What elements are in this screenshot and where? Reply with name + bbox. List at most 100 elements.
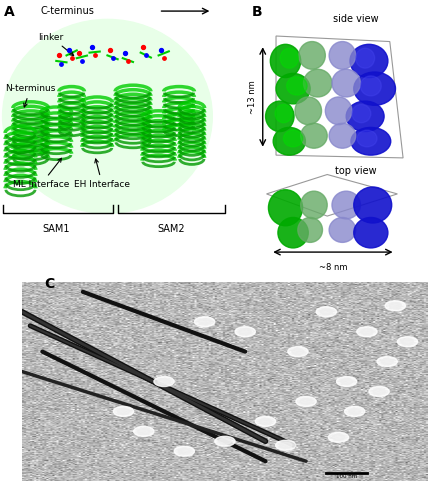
Ellipse shape <box>357 130 377 147</box>
Text: side view: side view <box>333 14 378 24</box>
Ellipse shape <box>355 48 374 68</box>
Ellipse shape <box>303 69 332 97</box>
Circle shape <box>259 418 272 424</box>
Circle shape <box>385 301 405 311</box>
Ellipse shape <box>295 97 321 125</box>
Circle shape <box>154 377 174 386</box>
Circle shape <box>235 327 255 337</box>
Circle shape <box>198 319 211 325</box>
Ellipse shape <box>3 19 212 213</box>
Circle shape <box>340 379 353 384</box>
Point <box>91 52 98 59</box>
Ellipse shape <box>301 123 327 148</box>
Circle shape <box>300 399 312 404</box>
Circle shape <box>219 438 231 444</box>
Circle shape <box>134 426 154 436</box>
Circle shape <box>389 303 401 309</box>
Ellipse shape <box>329 123 355 148</box>
Point <box>68 54 75 62</box>
Circle shape <box>113 406 134 417</box>
Circle shape <box>138 428 150 434</box>
Point <box>89 43 96 51</box>
Ellipse shape <box>265 101 294 132</box>
Ellipse shape <box>287 77 307 95</box>
Circle shape <box>333 434 344 440</box>
Circle shape <box>320 309 333 315</box>
Circle shape <box>288 347 308 357</box>
Point <box>66 46 73 54</box>
Ellipse shape <box>269 190 303 226</box>
Ellipse shape <box>278 217 308 248</box>
Text: SAM1: SAM1 <box>42 225 70 234</box>
Point <box>109 54 116 62</box>
Circle shape <box>344 406 365 417</box>
Ellipse shape <box>332 191 360 219</box>
Point <box>157 46 164 54</box>
Circle shape <box>255 417 276 426</box>
Point <box>142 52 149 59</box>
Circle shape <box>239 329 251 335</box>
Circle shape <box>174 446 194 456</box>
Ellipse shape <box>354 72 396 105</box>
Text: ~13 nm: ~13 nm <box>248 80 257 114</box>
Text: ML Interface: ML Interface <box>13 158 69 189</box>
Circle shape <box>357 327 377 337</box>
Circle shape <box>215 436 235 446</box>
Ellipse shape <box>354 217 388 248</box>
Ellipse shape <box>346 101 384 132</box>
Circle shape <box>178 448 191 454</box>
Circle shape <box>361 329 373 335</box>
Point <box>78 57 86 65</box>
Circle shape <box>397 337 418 347</box>
Point <box>140 43 147 51</box>
Text: linker: linker <box>38 33 74 55</box>
Ellipse shape <box>280 48 299 68</box>
Ellipse shape <box>354 187 392 223</box>
Circle shape <box>296 397 316 406</box>
Ellipse shape <box>325 97 352 125</box>
Ellipse shape <box>273 127 306 155</box>
Ellipse shape <box>352 104 371 123</box>
Point <box>106 46 113 54</box>
Text: EH Interface: EH Interface <box>75 159 130 189</box>
Circle shape <box>336 377 357 386</box>
Ellipse shape <box>329 41 355 69</box>
Text: B: B <box>251 5 262 19</box>
Ellipse shape <box>329 217 355 243</box>
Ellipse shape <box>276 73 310 104</box>
Point <box>76 49 83 56</box>
Ellipse shape <box>270 44 301 78</box>
Ellipse shape <box>332 69 360 97</box>
Ellipse shape <box>284 130 303 147</box>
Text: ~8 nm: ~8 nm <box>319 263 347 272</box>
Circle shape <box>373 388 385 395</box>
Circle shape <box>194 317 215 327</box>
Text: 100 nm: 100 nm <box>336 474 357 479</box>
Point <box>58 60 65 68</box>
Circle shape <box>401 339 414 345</box>
Point <box>160 54 167 62</box>
Circle shape <box>329 433 349 442</box>
Text: top view: top view <box>335 166 377 176</box>
Circle shape <box>292 348 304 355</box>
Text: A: A <box>4 5 15 19</box>
Circle shape <box>280 442 292 448</box>
Ellipse shape <box>350 44 388 78</box>
Circle shape <box>117 408 130 415</box>
Ellipse shape <box>275 104 292 123</box>
Circle shape <box>276 440 296 450</box>
Circle shape <box>316 307 336 317</box>
Ellipse shape <box>299 41 325 69</box>
Circle shape <box>158 379 170 384</box>
Ellipse shape <box>351 127 391 155</box>
Ellipse shape <box>298 217 322 243</box>
Point <box>55 52 62 59</box>
Ellipse shape <box>301 191 327 219</box>
Text: C: C <box>44 277 54 291</box>
Circle shape <box>377 357 397 366</box>
Circle shape <box>369 386 389 397</box>
Text: SAM2: SAM2 <box>157 225 185 234</box>
Circle shape <box>349 408 361 415</box>
Point <box>122 49 129 56</box>
Text: C-terminus: C-terminus <box>41 6 95 16</box>
